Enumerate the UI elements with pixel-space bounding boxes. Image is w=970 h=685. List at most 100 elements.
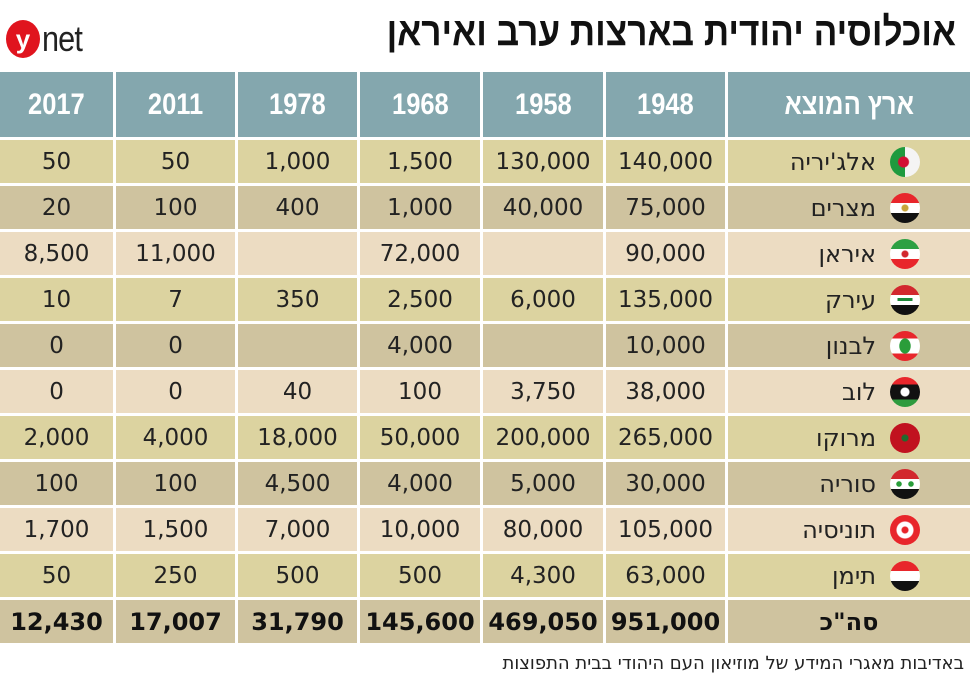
value-cell-1948: 105,000 <box>606 508 725 551</box>
value-cell-1948: 10,000 <box>606 324 725 367</box>
value-cell-1978: 350 <box>238 278 357 321</box>
value-cell-1958: 130,000 <box>483 140 603 183</box>
country-name: מצרים <box>810 193 876 222</box>
value-cell-1978: 40 <box>238 370 357 413</box>
country-cell: אלג'יריה <box>728 140 970 183</box>
value-cell-1958: 4,300 <box>483 554 603 597</box>
value-cell-2017: 8,500 <box>0 232 113 275</box>
country-name: תימן <box>832 561 876 590</box>
value-cell-1968: 72,000 <box>360 232 480 275</box>
value-cell-2011: 0 <box>116 370 235 413</box>
value-cell-2011: 100 <box>116 462 235 505</box>
country-cell: לבנון <box>728 324 970 367</box>
total-cell-2011: 17,007 <box>116 600 235 643</box>
ynet-logo: y net <box>6 18 89 60</box>
country-cell: סוריה <box>728 462 970 505</box>
value-cell-2011: 4,000 <box>116 416 235 459</box>
iran-flag-icon <box>890 238 920 269</box>
morocco-flag-icon <box>890 422 920 453</box>
value-cell-2017: 50 <box>0 554 113 597</box>
value-cell-1968: 4,000 <box>360 462 480 505</box>
value-cell-2011: 50 <box>116 140 235 183</box>
value-cell-1958: 6,000 <box>483 278 603 321</box>
value-cell-2017: 0 <box>0 324 113 367</box>
value-cell-1958 <box>483 324 603 367</box>
value-cell-1978: 7,000 <box>238 508 357 551</box>
value-cell-1948: 265,000 <box>606 416 725 459</box>
value-cell-1968: 50,000 <box>360 416 480 459</box>
value-cell-1958: 5,000 <box>483 462 603 505</box>
country-name: לבנון <box>825 331 876 360</box>
value-cell-1978 <box>238 324 357 367</box>
value-cell-1958: 40,000 <box>483 186 603 229</box>
value-cell-1948: 30,000 <box>606 462 725 505</box>
egypt-flag-icon <box>890 192 920 223</box>
value-cell-1968: 2,500 <box>360 278 480 321</box>
country-cell: לוב <box>728 370 970 413</box>
country-cell: תימן <box>728 554 970 597</box>
header-year-1958: 1958 <box>483 72 603 137</box>
country-name: עירק <box>825 285 876 314</box>
value-cell-1968: 1,500 <box>360 140 480 183</box>
value-cell-2017: 20 <box>0 186 113 229</box>
header-year-1968: 1968 <box>360 72 480 137</box>
source-credit: באדיבות מאגרי המידע של מוזיאון העם היהוד… <box>502 653 964 674</box>
country-name: איראן <box>818 239 876 268</box>
country-name: מרוקו <box>816 423 876 452</box>
value-cell-2011: 100 <box>116 186 235 229</box>
libya-flag-icon <box>890 376 920 407</box>
value-cell-2017: 0 <box>0 370 113 413</box>
header-year-2017: 2017 <box>0 72 113 137</box>
value-cell-2011: 1,500 <box>116 508 235 551</box>
country-cell: מצרים <box>728 186 970 229</box>
value-cell-1978 <box>238 232 357 275</box>
value-cell-1948: 135,000 <box>606 278 725 321</box>
header-label: 1948 <box>637 87 694 121</box>
value-cell-2011: 7 <box>116 278 235 321</box>
header-label: 1958 <box>514 87 572 121</box>
header-label: 2011 <box>147 87 204 121</box>
algeria-flag-icon <box>890 146 920 177</box>
value-cell-2017: 50 <box>0 140 113 183</box>
tunisia-flag-icon <box>890 514 920 545</box>
country-cell: מרוקו <box>728 416 970 459</box>
value-cell-1958: 80,000 <box>483 508 603 551</box>
value-cell-1968: 10,000 <box>360 508 480 551</box>
value-cell-1948: 140,000 <box>606 140 725 183</box>
header-year-1948: 1948 <box>606 72 725 137</box>
lebanon-flag-icon <box>890 330 920 361</box>
value-cell-2011: 0 <box>116 324 235 367</box>
total-label: סה"כ <box>728 600 970 643</box>
country-name: אלג'יריה <box>789 147 876 176</box>
value-cell-1968: 4,000 <box>360 324 480 367</box>
value-cell-1958: 3,750 <box>483 370 603 413</box>
value-cell-2017: 10 <box>0 278 113 321</box>
total-cell-1948: 951,000 <box>606 600 725 643</box>
header-year-1978: 1978 <box>238 72 357 137</box>
country-name: סוריה <box>819 469 876 498</box>
value-cell-1958: 200,000 <box>483 416 603 459</box>
data-table: ארץ המוצא 1948 1958 1968 1978 2011 2017 אלג'ירי… <box>0 72 970 643</box>
country-name: לוב <box>841 377 876 406</box>
value-cell-1958 <box>483 232 603 275</box>
value-cell-1948: 75,000 <box>606 186 725 229</box>
value-cell-1978: 18,000 <box>238 416 357 459</box>
value-cell-1948: 38,000 <box>606 370 725 413</box>
value-cell-2017: 1,700 <box>0 508 113 551</box>
total-cell-1958: 469,050 <box>483 600 603 643</box>
header-country: ארץ המוצא <box>728 72 970 137</box>
value-cell-2017: 2,000 <box>0 416 113 459</box>
value-cell-1968: 1,000 <box>360 186 480 229</box>
header-label: 2017 <box>28 87 85 121</box>
header-label: 1978 <box>269 87 326 121</box>
value-cell-1968: 100 <box>360 370 480 413</box>
value-cell-1978: 4,500 <box>238 462 357 505</box>
country-cell: עירק <box>728 278 970 321</box>
country-name: תוניסיה <box>802 515 876 544</box>
value-cell-1978: 400 <box>238 186 357 229</box>
header-label: 1968 <box>391 87 449 121</box>
value-cell-1968: 500 <box>360 554 480 597</box>
value-cell-2011: 250 <box>116 554 235 597</box>
value-cell-1978: 1,000 <box>238 140 357 183</box>
country-cell: תוניסיה <box>728 508 970 551</box>
